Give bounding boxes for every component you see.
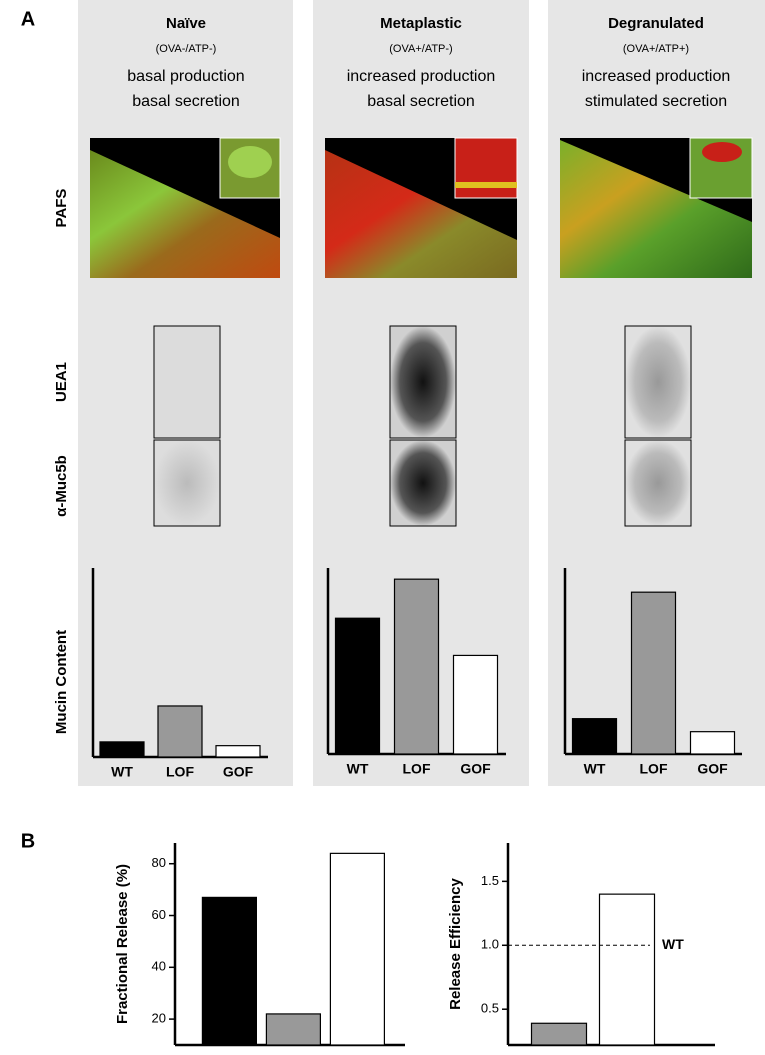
x-tick-label: GOF bbox=[697, 761, 728, 777]
bar bbox=[265, 1013, 321, 1046]
y-axis-label: Fractional Release (%) bbox=[114, 864, 131, 1024]
micrographs bbox=[90, 137, 753, 278]
bar bbox=[157, 705, 203, 758]
bar bbox=[393, 578, 440, 755]
inset bbox=[454, 137, 518, 199]
blot bbox=[624, 325, 692, 439]
x-tick-label: LOF bbox=[640, 761, 668, 777]
blot bbox=[389, 439, 457, 527]
bar bbox=[630, 591, 677, 755]
bar bbox=[329, 852, 385, 1046]
bar bbox=[452, 654, 499, 755]
y-axis-label: Release Efficiency bbox=[447, 877, 464, 1009]
blot bbox=[153, 439, 221, 527]
inset-layer bbox=[455, 182, 517, 188]
column-production: increased production bbox=[582, 68, 731, 85]
column-secretion: stimulated secretion bbox=[585, 93, 727, 110]
inset-cell bbox=[702, 142, 742, 162]
column-condition: (OVA+/ATP-) bbox=[389, 43, 452, 55]
bar bbox=[334, 617, 381, 755]
row-label: PAFS bbox=[53, 189, 70, 228]
column-production: increased production bbox=[347, 68, 496, 85]
tissue bbox=[90, 150, 280, 278]
x-tick-label: LOF bbox=[403, 761, 431, 777]
x-tick-label: WT bbox=[111, 764, 133, 780]
blot bbox=[389, 325, 457, 439]
panel-label: A bbox=[21, 8, 35, 30]
y-tick-label: 1.5 bbox=[481, 873, 499, 888]
blot bbox=[624, 439, 692, 527]
column-production: basal production bbox=[127, 68, 244, 85]
y-tick-label: 60 bbox=[152, 907, 166, 922]
y-tick-label: 40 bbox=[152, 959, 166, 974]
y-tick-label: 80 bbox=[152, 855, 166, 870]
bar bbox=[530, 1022, 588, 1046]
bar bbox=[99, 741, 145, 758]
column-title: Naïve bbox=[166, 15, 206, 32]
x-tick-label: GOF bbox=[460, 761, 491, 777]
y-tick-label: 1.0 bbox=[481, 937, 499, 952]
x-tick-label: LOF bbox=[166, 764, 194, 780]
reference-label: WT bbox=[662, 936, 684, 952]
panel-label: B bbox=[21, 830, 35, 852]
bar bbox=[571, 718, 618, 755]
bar bbox=[215, 745, 261, 758]
column-title: Metaplastic bbox=[380, 15, 462, 32]
y-tick-label: 20 bbox=[152, 1011, 166, 1026]
column-title: Degranulated bbox=[608, 15, 704, 32]
row-label: α-Muc5b bbox=[53, 455, 70, 517]
row-label: Mucin Content bbox=[53, 630, 70, 734]
y-tick-label: 0.5 bbox=[481, 1001, 499, 1016]
column-secretion: basal secretion bbox=[132, 93, 240, 110]
x-tick-label: WT bbox=[347, 761, 369, 777]
blots bbox=[153, 325, 692, 527]
bar bbox=[598, 893, 656, 1046]
tissue bbox=[560, 140, 752, 278]
tissue bbox=[325, 150, 517, 278]
x-tick-label: WT bbox=[584, 761, 606, 777]
bar bbox=[689, 731, 736, 755]
blot bbox=[153, 325, 221, 439]
row-label: UEA1 bbox=[53, 362, 70, 402]
column-condition: (OVA-/ATP-) bbox=[156, 43, 217, 55]
bar bbox=[201, 896, 257, 1046]
column-secretion: basal secretion bbox=[367, 93, 475, 110]
column-condition: (OVA+/ATP+) bbox=[623, 43, 689, 55]
x-tick-label: GOF bbox=[223, 764, 254, 780]
inset-cell bbox=[228, 146, 272, 178]
